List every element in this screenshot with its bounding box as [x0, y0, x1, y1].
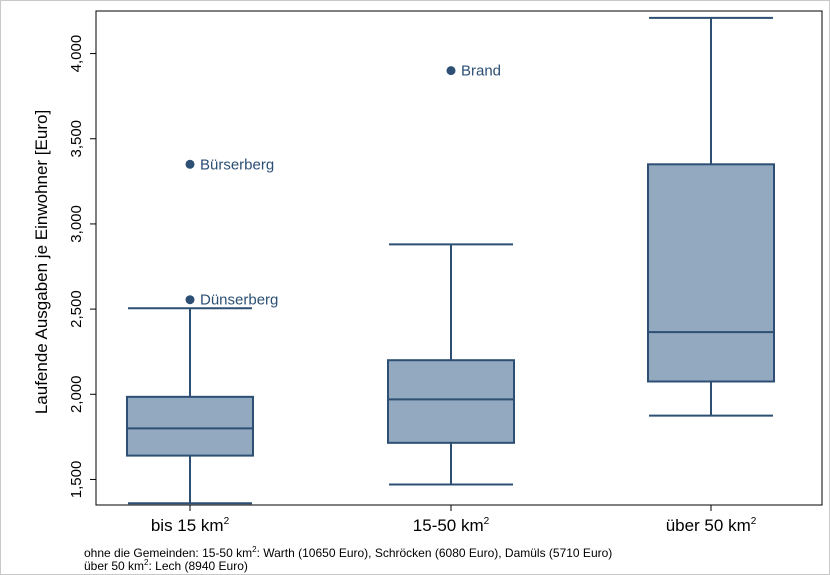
iqr-box [126, 395, 254, 457]
outlier-point [185, 159, 195, 169]
iqr-box [647, 163, 775, 383]
y-tick-label: 4,000 [68, 35, 85, 73]
y-tick-label: 1,500 [68, 461, 85, 499]
x-category-label: 15-50 km2 [413, 516, 490, 535]
x-axis: bis 15 km2 15-50 km2 über 50 km2 [151, 505, 757, 535]
footnote-line-1: ohne die Gemeinden: 15-50 km2: Warth (10… [84, 545, 612, 560]
iqr-box [387, 359, 515, 444]
y-axis-title: Laufende Ausgaben je Einwohner [Euro] [32, 110, 51, 414]
x-category-label: bis 15 km2 [151, 516, 230, 535]
outlier-label: Bürserberg [200, 156, 274, 173]
box-group [647, 16, 775, 417]
box-group: Bürserberg Dünserberg [126, 156, 278, 505]
y-tick-label: 3,500 [68, 120, 85, 158]
outlier-point [185, 295, 195, 305]
y-tick-label: 2,000 [68, 376, 85, 414]
outlier-label: Brand [461, 63, 501, 80]
x-category-label: über 50 km2 [666, 516, 757, 535]
outlier-label: Dünserberg [200, 292, 278, 309]
y-tick-label: 3,000 [68, 205, 85, 243]
box-group: Brand [387, 63, 515, 486]
footnote-line-2: über 50 km2: Lech (8940 Euro) [84, 558, 248, 573]
plot-area [95, 10, 823, 506]
outlier-point [446, 66, 456, 76]
y-tick-label: 2,500 [68, 290, 85, 328]
y-axis: 1,500 2,000 2,500 3,000 3,500 4,000 [68, 35, 96, 498]
box-series: Bürserberg Dünserberg Brand [126, 16, 775, 505]
